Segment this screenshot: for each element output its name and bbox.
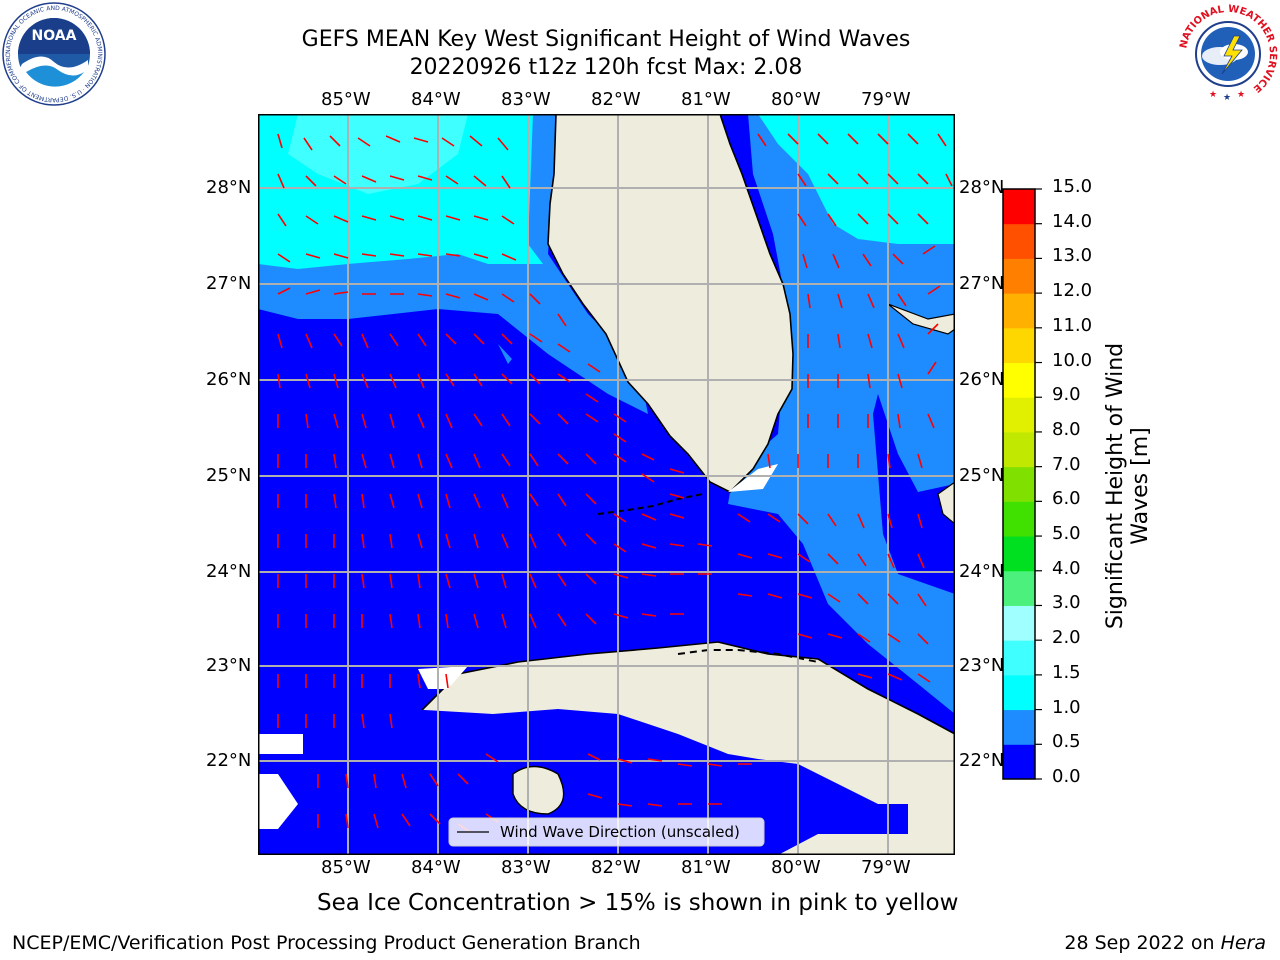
lat-label-left-27n: 27°N xyxy=(206,273,252,294)
map-frame xyxy=(258,114,955,855)
colorbar-tick-label: 12.0 xyxy=(1052,280,1093,302)
colorbar-tick-label: 3.0 xyxy=(1052,592,1081,614)
colorbar-swatch xyxy=(1003,258,1035,294)
lon-label-bottom-85w: 85°W xyxy=(321,857,371,878)
svg-text:NOAA: NOAA xyxy=(32,28,77,44)
map-title: GEFS MEAN Key West Significant Height of… xyxy=(301,27,911,52)
lon-label-top-84w: 84°W xyxy=(411,89,461,110)
svg-text:★: ★ xyxy=(1223,93,1231,103)
lon-label-top-79w: 79°W xyxy=(861,89,911,110)
wind-wave-arrows xyxy=(277,133,953,833)
lat-label-left-22n: 22°N xyxy=(206,750,252,771)
colorbar-tick-label: 0.0 xyxy=(1052,766,1081,787)
lat-label-right-24n: 24°N xyxy=(959,561,1005,582)
colorbar-tick-label: 13.0 xyxy=(1052,245,1093,267)
colorbar-tick-label: 6.0 xyxy=(1052,488,1081,510)
lon-label-top-85w: 85°W xyxy=(321,89,371,110)
lon-label-top-83w: 83°W xyxy=(501,89,551,110)
colorbar-tick-label: 5.0 xyxy=(1052,523,1081,545)
map-subtitle: 20220926 t12z 120h fcst Max: 2.08 xyxy=(409,55,803,80)
colorbar-swatch xyxy=(1003,501,1035,537)
lat-label-right-25n: 25°N xyxy=(959,465,1005,486)
colorbar xyxy=(1002,188,1042,780)
lon-label-bottom-84w: 84°W xyxy=(411,857,461,878)
colorbar-swatch xyxy=(1003,674,1035,711)
lat-label-left-23n: 23°N xyxy=(206,655,252,676)
colorbar-tick-label: 4.0 xyxy=(1052,557,1081,579)
lon-label-top-80w: 80°W xyxy=(771,89,821,110)
colorbar-tick-label: 11.0 xyxy=(1052,314,1093,336)
lat-label-right-28n: 28°N xyxy=(959,177,1005,198)
lon-label-bottom-79w: 79°W xyxy=(861,857,911,878)
bahamas-island xyxy=(887,303,955,335)
colorbar-swatch xyxy=(1003,536,1035,572)
lon-label-top-82w: 82°W xyxy=(591,89,641,110)
colorbar-swatch xyxy=(1003,223,1035,259)
florida-land xyxy=(547,114,794,493)
colorbar-swatch xyxy=(1003,640,1035,676)
wave-band-1p5-2-gulf xyxy=(288,114,468,194)
noaa-logo: NATIONAL OCEANIC AND ATMOSPHERIC ADMINIS… xyxy=(2,2,106,106)
footer-machine: Hera xyxy=(1220,932,1266,954)
colorbar-swatch xyxy=(1003,327,1035,364)
wave-height-map: Wind Wave Direction (unscaled) xyxy=(258,114,955,855)
lon-label-bottom-83w: 83°W xyxy=(501,857,551,878)
colorbar-tick-labels: 0.0 0.5 1.0 1.5 2.0 3.0 4.0 5.0 6.0 7.0 8.0 9.0 10.0… xyxy=(1052,176,1112,798)
colorbar-swatch xyxy=(1003,431,1035,468)
colorbar-tick-label: 1.5 xyxy=(1052,661,1081,683)
lon-label-bottom-81w: 81°W xyxy=(681,857,731,878)
lat-label-right-22n: 22°N xyxy=(959,750,1005,771)
lat-label-right-26n: 26°N xyxy=(959,369,1005,390)
colorbar-swatch xyxy=(1003,293,1035,329)
colorbar-tick-label: 2.0 xyxy=(1052,627,1081,649)
wave-band-0p5-1-atlantic xyxy=(728,114,955,714)
nodata-west xyxy=(258,734,303,754)
colorbar-swatch xyxy=(1003,189,1035,225)
colorbar-tick-label: 8.0 xyxy=(1052,418,1081,440)
lat-label-left-25n: 25°N xyxy=(206,465,252,486)
svg-text:★: ★ xyxy=(1209,90,1217,100)
colorbar-swatch xyxy=(1003,605,1035,641)
map-grid xyxy=(258,114,955,855)
colorbar-swatch xyxy=(1003,744,1035,780)
footer-date: 28 Sep 2022 on Hera xyxy=(1064,932,1266,954)
colorbar-tick-label: 1.0 xyxy=(1052,696,1081,718)
wave-band-0p5-1-spot xyxy=(498,344,512,364)
colorbar-tick-label: 0.5 xyxy=(1052,731,1081,753)
colorbar-swatch xyxy=(1003,570,1035,606)
lat-label-left-26n: 26°N xyxy=(206,369,252,390)
colorbar-swatch xyxy=(1003,466,1035,502)
lon-label-bottom-80w: 80°W xyxy=(771,857,821,878)
colorbar-tick-label: 15.0 xyxy=(1052,176,1093,197)
colorbar-tick-label: 14.0 xyxy=(1052,210,1093,232)
colorbar-label: Significant Height of Wind Waves [m] xyxy=(1103,342,1153,630)
lat-label-right-27n: 27°N xyxy=(959,273,1005,294)
colorbar-tick-label: 7.0 xyxy=(1052,453,1081,475)
cuba-islets xyxy=(677,649,819,663)
lat-label-left-28n: 28°N xyxy=(206,177,252,198)
colorbar-tick-label: 9.0 xyxy=(1052,384,1081,406)
colorbar-tick-label: 10.0 xyxy=(1052,349,1093,371)
footer-branch: NCEP/EMC/Verification Post Processing Pr… xyxy=(12,932,641,954)
wave-band-1-1p5-atlantic xyxy=(758,114,955,244)
colorbar-swatch xyxy=(1003,397,1035,433)
lon-label-top-81w: 81°W xyxy=(681,89,731,110)
bahamas-island-2 xyxy=(937,481,955,525)
legend-box xyxy=(448,817,765,847)
colorbar-swatch xyxy=(1003,362,1035,398)
lat-label-left-24n: 24°N xyxy=(206,561,252,582)
colorbar-swatch xyxy=(1003,709,1035,745)
nws-logo: NATIONAL WEATHER SERVICE ★ ★ ★ xyxy=(1177,3,1279,105)
lon-label-bottom-82w: 82°W xyxy=(591,857,641,878)
lat-label-right-23n: 23°N xyxy=(959,655,1005,676)
legend-label: Wind Wave Direction (unscaled) xyxy=(500,823,740,841)
svg-text:★: ★ xyxy=(1237,90,1245,100)
